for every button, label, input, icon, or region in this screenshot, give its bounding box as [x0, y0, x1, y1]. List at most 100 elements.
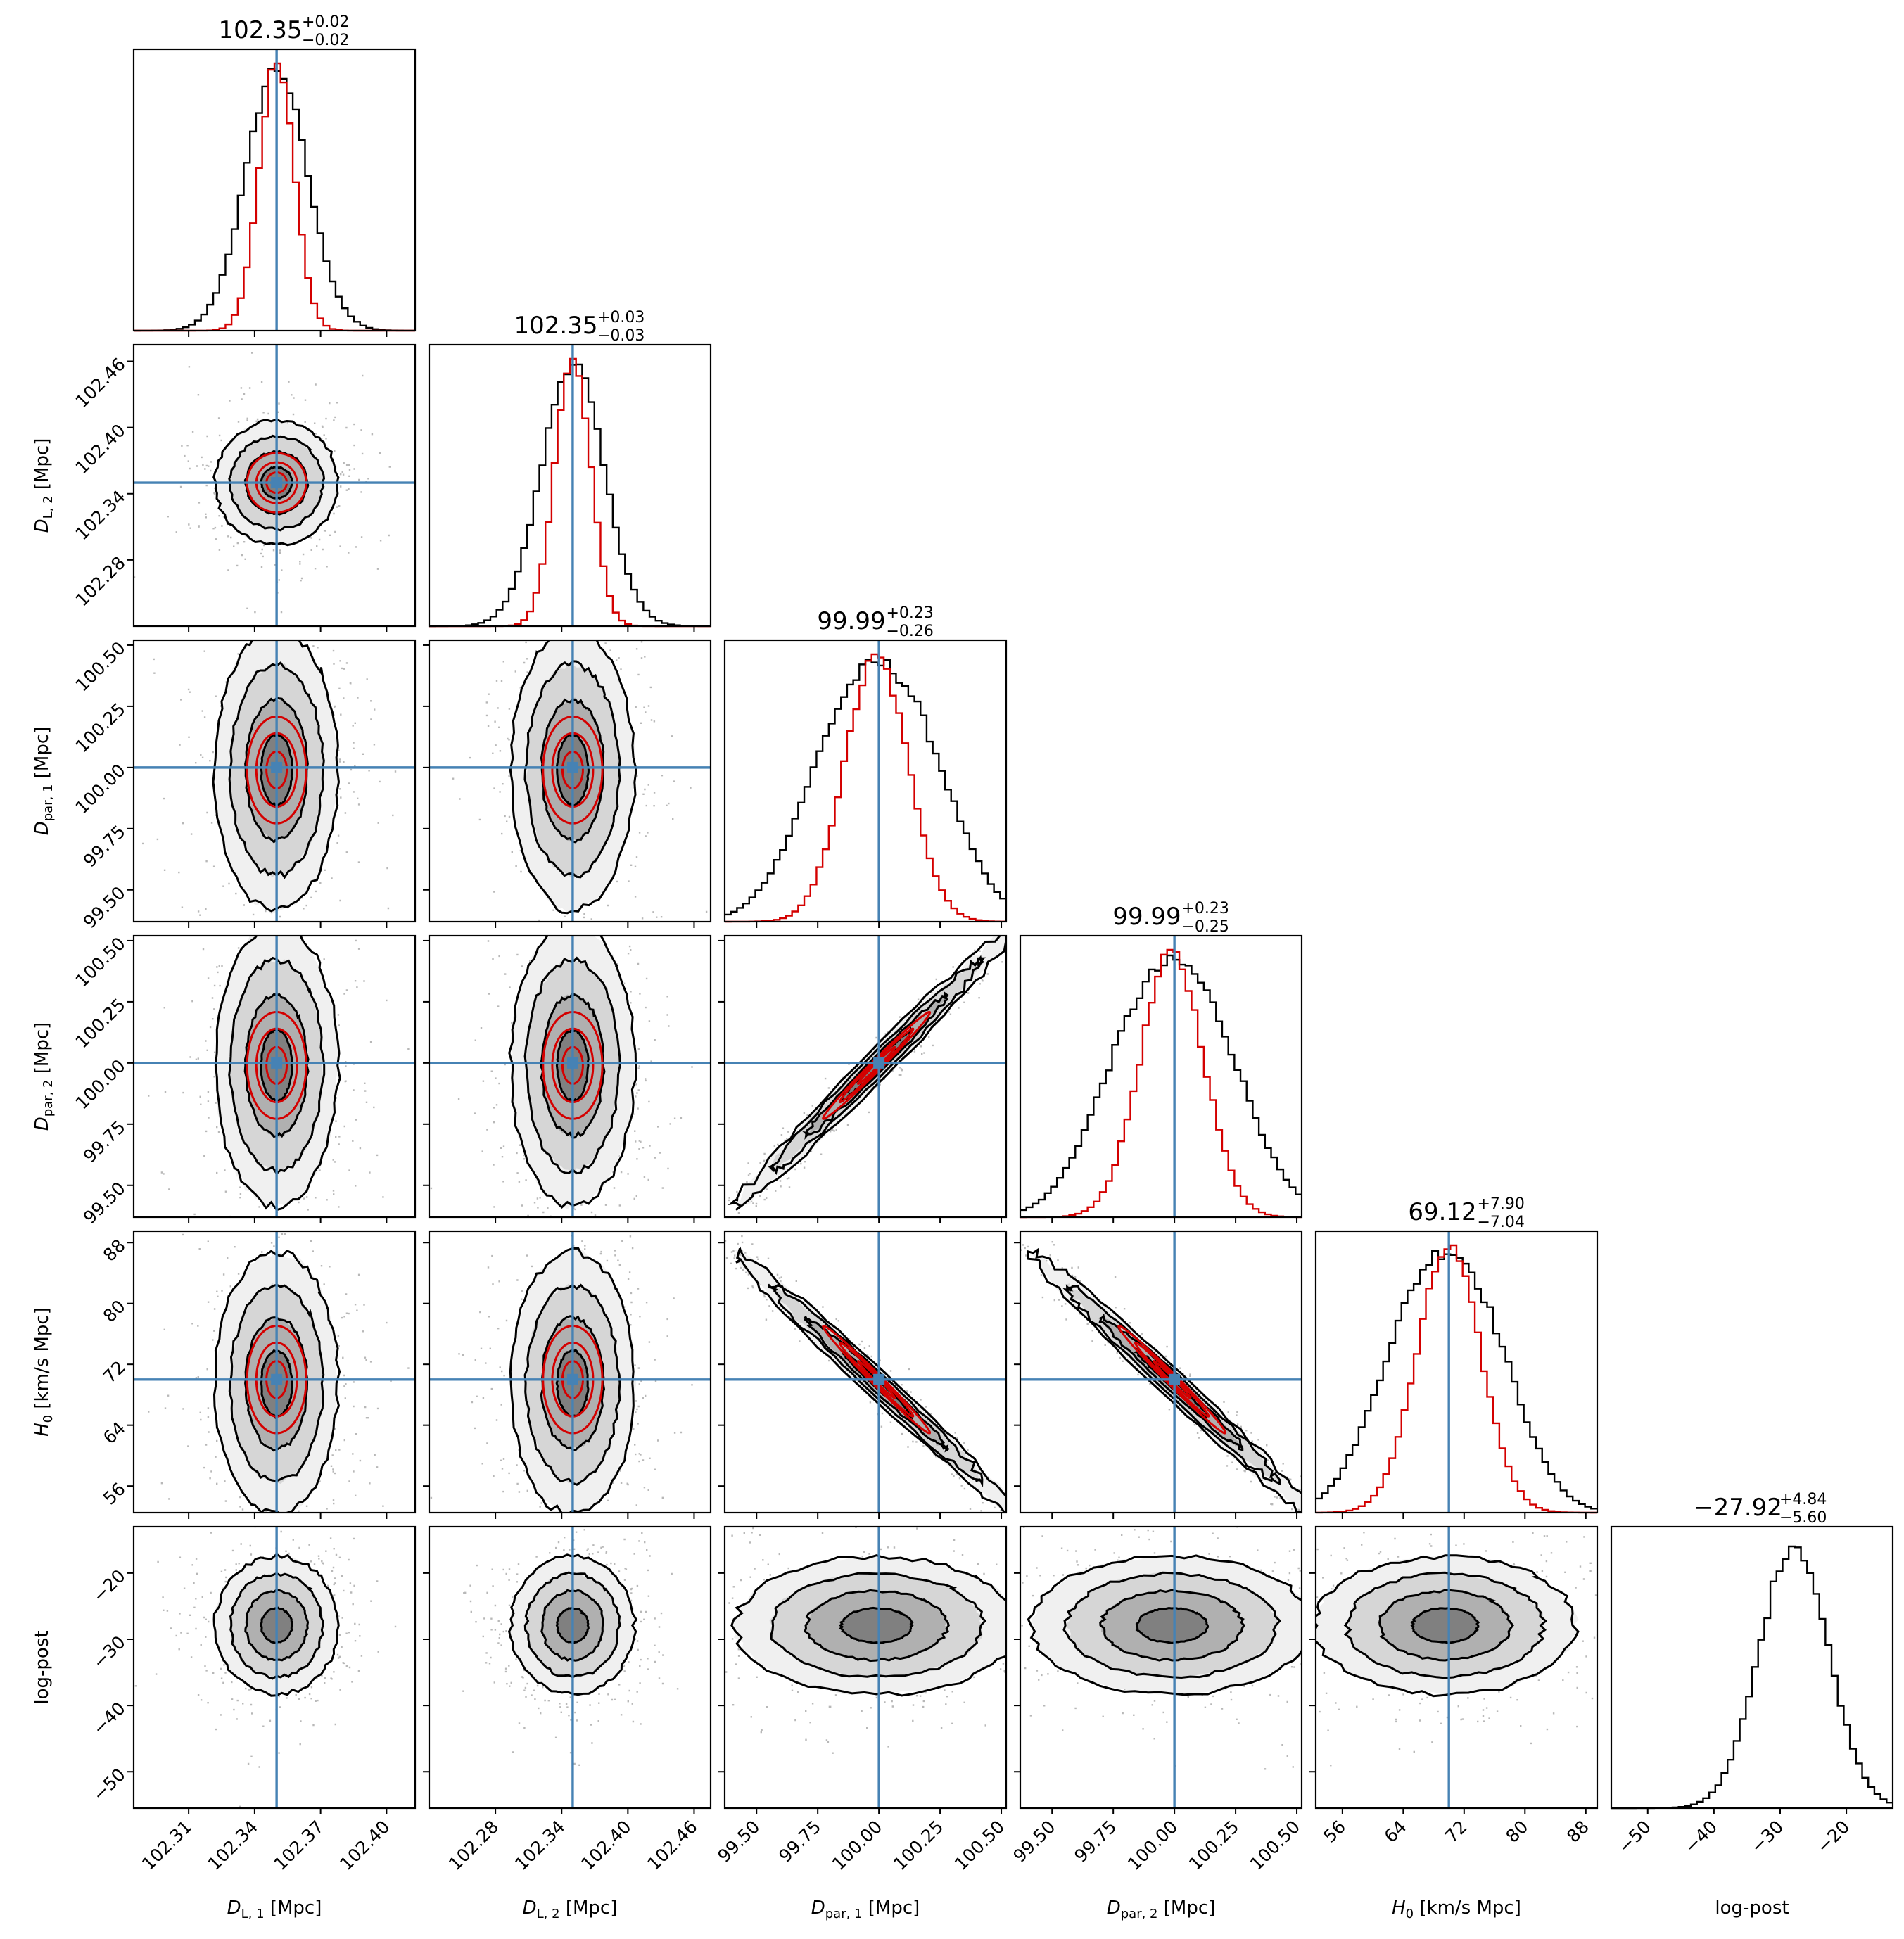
truth-point: [566, 761, 578, 773]
contour-black: [1378, 1589, 1514, 1662]
panel-frame: [428, 934, 712, 1219]
panel-frame: [132, 1230, 417, 1514]
contour-black: [244, 1589, 310, 1662]
panel-logpost-vs-Dpar1: [723, 1525, 1008, 1810]
x-tick-label: 102.37: [270, 1817, 328, 1874]
panel-H0-vs-DL1: [132, 1230, 417, 1514]
hist-panel-H0: 69.12 +7.90−7.04: [1314, 1195, 1599, 1514]
y-tick-label: 99.75: [80, 1117, 129, 1166]
panel-frame: [723, 934, 1008, 1219]
contour-black: [1027, 1554, 1302, 1696]
contour-black: [1062, 1571, 1282, 1679]
contour-black: [802, 991, 949, 1140]
x-tick-label: 64: [1381, 1817, 1411, 1847]
x-axis-label-logpost: log-post: [1715, 1897, 1789, 1919]
density-fill: [1411, 1608, 1479, 1643]
contour-black: [212, 640, 341, 913]
contour-black: [212, 1250, 341, 1513]
contour-red: [246, 452, 307, 514]
diag-title-DL1: 102.35: [219, 16, 303, 44]
contour-black: [508, 1553, 638, 1696]
y-tick-label: 56: [99, 1479, 129, 1509]
contour-red: [255, 732, 298, 808]
contour-red: [822, 1010, 932, 1120]
contour-red: [542, 715, 604, 825]
contour-red: [255, 1027, 298, 1104]
panel-frame: [428, 343, 712, 628]
panel-frame: [428, 639, 712, 923]
hist-black-Dpar2: [1020, 954, 1302, 1212]
contour-red: [265, 471, 288, 495]
y-tick-label: 100.00: [72, 1055, 129, 1113]
contour-red: [255, 461, 298, 504]
panel-logpost-vs-DL1: [132, 1525, 417, 1810]
contour-black: [539, 992, 606, 1139]
x-tick-label: 102.46: [643, 1817, 701, 1874]
diag-title-Dpar2: 99.99: [1112, 903, 1181, 931]
panel-frame: [1314, 1230, 1599, 1514]
title-minus-err: −0.26: [887, 623, 934, 640]
contour-black: [770, 1572, 987, 1678]
density-fill: [1136, 1608, 1208, 1643]
truth-point: [271, 1373, 283, 1385]
contour-black: [243, 993, 310, 1138]
x-tick-label: 99.75: [1070, 1817, 1120, 1867]
hist-panel-Dpar1: 99.99 +0.23−0.26: [723, 604, 1008, 923]
contour-black: [1027, 1247, 1302, 1513]
x-tick-label: 100.25: [889, 1817, 947, 1874]
diag-title-H0: 69.12: [1408, 1198, 1476, 1226]
panel-H0-vs-DL2: [428, 1230, 712, 1514]
x-tick-label: 102.28: [445, 1817, 502, 1874]
truth-point: [271, 1057, 283, 1069]
truth-point: [873, 1057, 885, 1069]
y-tick-label: 100.25: [72, 994, 129, 1052]
panel-frame: [1019, 1525, 1303, 1810]
contour-black: [523, 1571, 621, 1679]
panel-Dpar1-vs-DL2: [428, 639, 712, 923]
contour-black: [509, 1247, 635, 1513]
x-tick-label: 56: [1319, 1817, 1350, 1847]
panel-frame: [132, 934, 417, 1219]
x-tick-label: 100.00: [1124, 1817, 1181, 1874]
panel-frame: [1610, 1525, 1894, 1810]
contour-black: [523, 660, 621, 879]
contour-red: [246, 1324, 307, 1435]
panel-Dpar2-vs-DL2: [428, 934, 712, 1219]
y-tick-label: 99.50: [80, 882, 129, 932]
contour-red: [551, 732, 595, 808]
truth-point: [566, 1057, 578, 1069]
x-tick-label: −30: [1746, 1817, 1787, 1857]
title-plus-err: +0.23: [887, 604, 934, 622]
hist-red-DL2: [429, 357, 711, 628]
title-minus-err: −0.25: [1182, 918, 1229, 936]
x-tick-label: 102.34: [204, 1817, 262, 1874]
contour-red: [542, 1324, 604, 1435]
contour-black: [768, 955, 986, 1176]
x-tick-label: 100.50: [1246, 1817, 1304, 1874]
y-tick-label: 100.50: [72, 933, 129, 991]
panel-logpost-vs-DL2: [428, 1525, 712, 1810]
contour-black: [1316, 1554, 1580, 1698]
panel-frame: [132, 48, 417, 332]
hist-black-DL2: [429, 363, 711, 628]
x-axis-label-DL2: DL, 2 [Mpc]: [523, 1897, 618, 1921]
y-tick-label: 88: [99, 1235, 129, 1266]
panel-DL2-vs-DL1: [132, 343, 417, 628]
y-tick-label: 102.34: [72, 486, 129, 544]
y-axis-label-Dpar1: Dpar, 1 [Mpc]: [32, 727, 56, 836]
hist-panel-logpost: −27.92+4.84−5.60: [1610, 1491, 1894, 1810]
contour-black: [228, 434, 326, 532]
x-tick-label: 100.00: [828, 1817, 886, 1874]
contour-black: [804, 1589, 950, 1663]
title-minus-err: −0.03: [597, 327, 645, 345]
x-tick-label: −50: [1614, 1817, 1655, 1857]
contour-black: [767, 1283, 984, 1488]
y-tick-label: 99.75: [80, 821, 129, 871]
y-axis-label-logpost: log-post: [32, 1630, 53, 1704]
truth-point: [271, 761, 283, 773]
y-tick-label: 80: [99, 1296, 129, 1326]
truth-point: [1169, 1373, 1181, 1385]
hist-panel-Dpar2: 99.99 +0.23−0.25: [1019, 900, 1303, 1219]
x-tick-label: 100.25: [1185, 1817, 1243, 1874]
contour-red: [542, 1010, 604, 1120]
